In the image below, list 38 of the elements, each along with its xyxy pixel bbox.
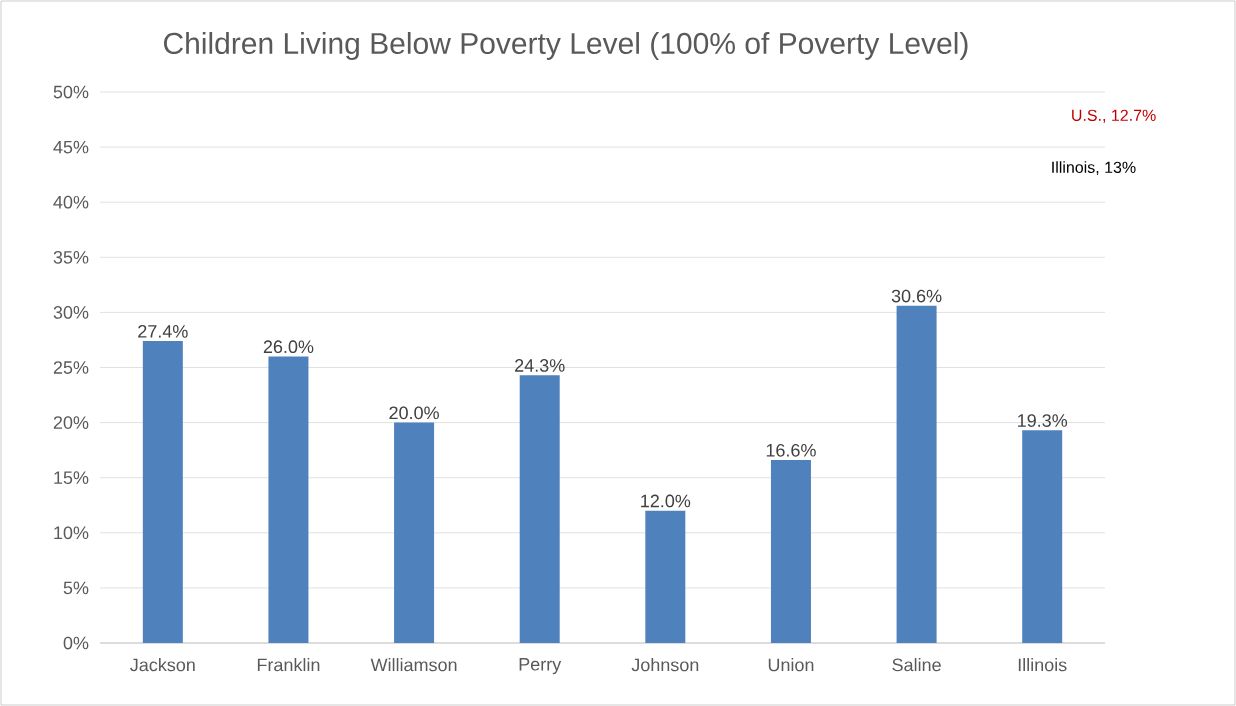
data-label: 16.6%: [766, 443, 816, 457]
y-tick-label: 40%: [53, 195, 89, 209]
data-label: 20.0%: [389, 406, 439, 420]
x-tick-label: Illinois: [1018, 658, 1067, 672]
data-label: 12.0%: [641, 494, 691, 508]
bar: [1022, 430, 1063, 643]
x-tick-label: Williamson: [370, 658, 457, 672]
annotation: U.S., 12.7%: [1072, 109, 1156, 123]
bar: [645, 510, 686, 643]
y-tick-label: 30%: [53, 306, 89, 319]
y-tick-label: 10%: [54, 526, 89, 540]
data-label: 19.3%: [1018, 414, 1068, 427]
y-tick-label: 15%: [54, 471, 89, 485]
data-label: 26.0%: [263, 340, 314, 354]
y-tick-label: 20%: [53, 416, 89, 429]
bar: [142, 341, 183, 643]
chart-title: Children Living Below Poverty Level (100% of Poverty Level): [164, 32, 968, 60]
x-tick-label: Union: [768, 658, 814, 672]
x-tick-label: Johnson: [631, 658, 699, 672]
y-tick-label: 45%: [53, 140, 89, 154]
x-tick-label: Saline: [892, 658, 941, 672]
x-tick-label: Perry: [519, 658, 562, 675]
bar: [268, 356, 309, 643]
y-tick-label: 5%: [63, 581, 89, 595]
data-label: 24.3%: [515, 359, 565, 372]
bar: [519, 375, 560, 643]
x-tick-label: Jackson: [130, 658, 195, 672]
data-label: 27.4%: [138, 324, 188, 338]
x-tick-label: Franklin: [257, 658, 320, 672]
y-tick-label: 35%: [53, 250, 89, 264]
bar: [394, 422, 435, 643]
annotation: Illinois, 13%: [1052, 161, 1136, 175]
bar: [896, 305, 937, 643]
y-tick-label: 50%: [53, 85, 89, 99]
data-label: 30.6%: [891, 289, 942, 303]
y-tick-label: 0%: [63, 636, 89, 650]
bar: [770, 460, 811, 643]
y-tick-label: 25%: [53, 361, 89, 374]
